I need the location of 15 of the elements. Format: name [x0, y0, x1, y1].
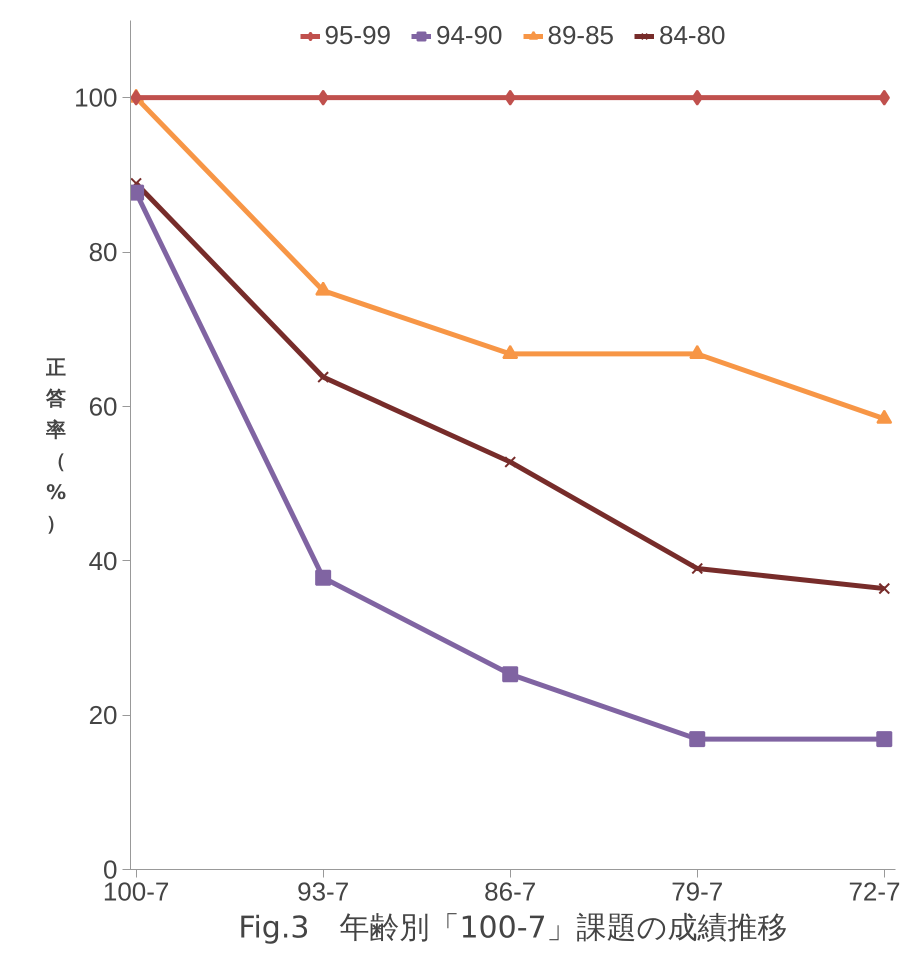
- legend-label: 94-90: [436, 20, 502, 51]
- y-tick-label: 40: [88, 546, 118, 576]
- y-tick-label: 100: [74, 82, 118, 113]
- x-tick-label: 79-7: [671, 876, 724, 906]
- x-tick-label: 72-7: [848, 876, 901, 906]
- x-tick-label: 86-7: [484, 876, 536, 906]
- x-tick-label: 93-7: [297, 876, 350, 906]
- y-tick-label: 20: [88, 700, 118, 730]
- y-tick-label: 60: [88, 391, 118, 422]
- legend-label: 84-80: [659, 20, 726, 51]
- legend-label: 89-85: [548, 20, 614, 51]
- y-axis-title: 正答率（%）: [45, 355, 66, 535]
- y-tick-label: 80: [88, 237, 118, 268]
- legend-label: 95-99: [324, 20, 391, 51]
- text: Fig.3 年齢別「100-7」課題の成績推移: [238, 910, 788, 946]
